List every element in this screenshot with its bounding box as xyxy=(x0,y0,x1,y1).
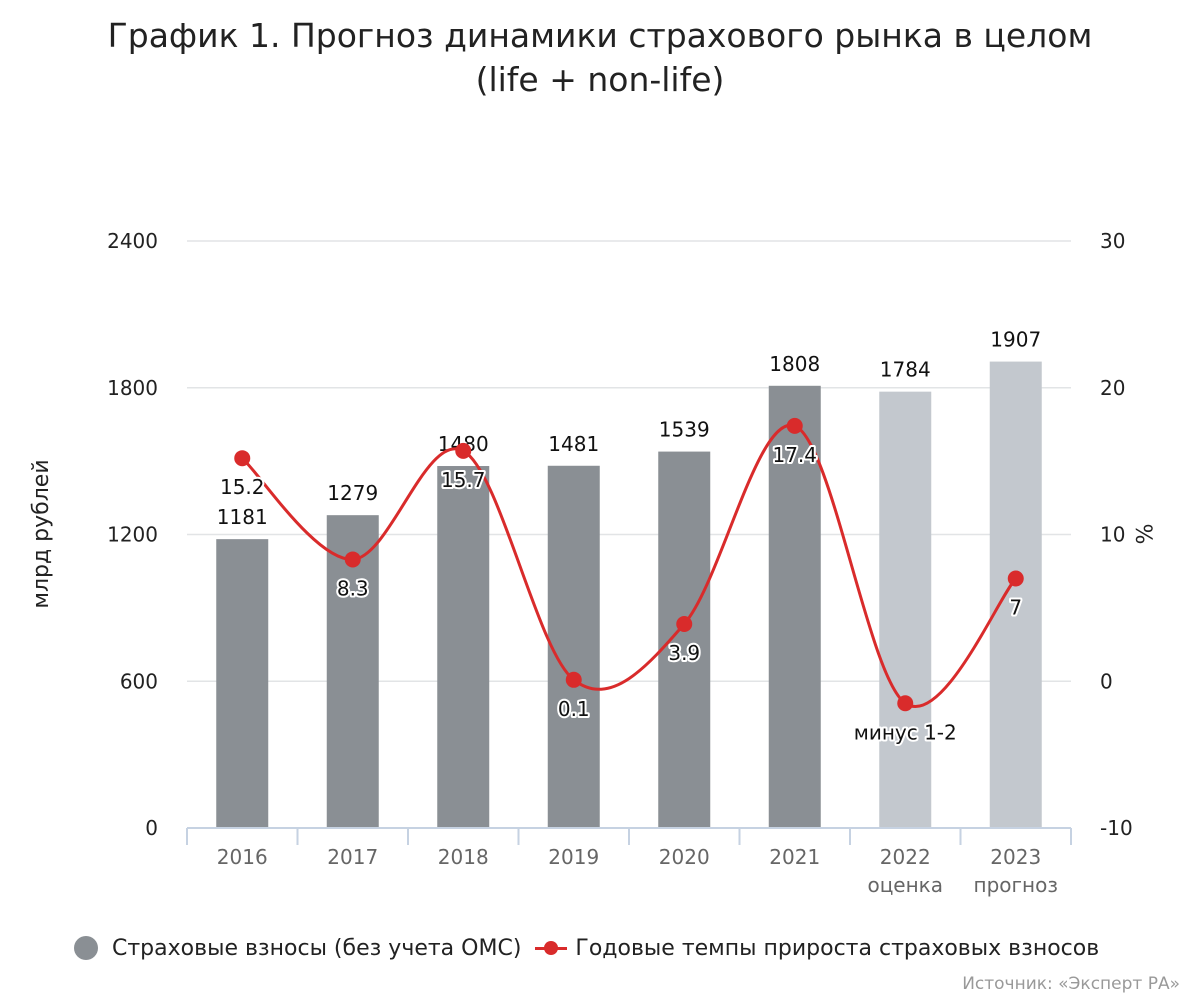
growth-point xyxy=(565,671,582,688)
bar-value-label: 1181 xyxy=(217,505,268,529)
growth-point xyxy=(344,551,361,568)
y-right-tick-label: 30 xyxy=(1100,229,1125,253)
bar-value-label: 1279 xyxy=(327,481,378,505)
growth-value-label: 3.9 xyxy=(668,641,700,665)
growth-point xyxy=(897,695,914,712)
bar-value-label: 1481 xyxy=(548,432,599,456)
growth-value-label: 15.7 xyxy=(441,468,486,492)
y-left-tick-label: 1800 xyxy=(107,376,158,400)
y-left-tick-label: 2400 xyxy=(107,229,158,253)
growth-point xyxy=(234,450,251,467)
bar xyxy=(216,539,269,828)
chart-canvas: 0 600 1200 1800 2400 -10 0 10 20 30 млрд рублей % 11… xyxy=(29,229,1155,897)
growth-point xyxy=(786,417,803,434)
growth-value-label: 0.1 xyxy=(558,697,590,721)
growth-point xyxy=(455,442,472,459)
growth-value-label: минус 1-2 xyxy=(854,720,957,744)
chart-title-line-1: График 1. Прогноз динамики страхового ры… xyxy=(107,16,1093,55)
bar xyxy=(768,385,821,828)
legend: Страховые взносы (без учета ОМС) Годовые… xyxy=(74,932,1099,964)
x-tick-label: 2017 xyxy=(327,845,378,869)
x-tick-label: 2018 xyxy=(438,845,489,869)
x-tick-label: 2019 xyxy=(548,845,599,869)
bar xyxy=(437,466,490,828)
x-tick-label: 2022 xyxy=(880,845,931,869)
y-right-tick-label: 10 xyxy=(1100,523,1125,547)
growth-value-label: 7 xyxy=(1009,596,1022,620)
growth-line xyxy=(241,423,1017,708)
y-left-axis-title: млрд рублей xyxy=(29,459,54,608)
y-left-tick-label: 0 xyxy=(145,816,158,840)
source-note: Источник: «Эксперт РА» xyxy=(962,974,1180,994)
growth-point xyxy=(1007,570,1024,587)
x-tick-sublabel: оценка xyxy=(867,873,943,897)
growth-value-label: 8.3 xyxy=(337,576,369,600)
growth-value-label: 15.2 xyxy=(220,475,265,499)
y-right-axis-title: % xyxy=(1130,524,1155,545)
y-left-tick-label: 600 xyxy=(120,669,158,693)
bar xyxy=(547,465,600,828)
y-right-tick-label: 0 xyxy=(1100,669,1113,693)
bar-value-label: 1907 xyxy=(990,328,1041,352)
growth-value-label: 17.4 xyxy=(772,443,817,467)
x-tick-label: 2020 xyxy=(659,845,710,869)
y-right-tick-label: -10 xyxy=(1100,816,1133,840)
chart-title-line-2: (life + non-life) xyxy=(475,60,725,99)
bar xyxy=(658,451,711,828)
bar xyxy=(879,391,932,828)
legend-line-label: Годовые темпы прироста страховых взносов xyxy=(575,935,1100,961)
chart-title: График 1. Прогноз динамики страхового ры… xyxy=(0,14,1200,102)
y-right-tick-label: 20 xyxy=(1100,376,1125,400)
bar-value-label: 1784 xyxy=(880,358,931,382)
y-left-tick-label: 1200 xyxy=(107,523,158,547)
bar-value-label: 1539 xyxy=(659,418,710,442)
bar-value-label: 1808 xyxy=(769,352,820,376)
legend-bar-swatch xyxy=(74,936,98,960)
legend-line-swatch xyxy=(535,936,568,960)
x-tick-label: 2016 xyxy=(217,845,268,869)
growth-point xyxy=(676,616,693,633)
x-tick-label: 2021 xyxy=(769,845,820,869)
legend-bar-label: Страховые взносы (без учета ОМС) xyxy=(112,935,522,961)
bar xyxy=(989,361,1042,828)
x-tick-label: 2023 xyxy=(990,845,1041,869)
x-tick-sublabel: прогноз xyxy=(974,873,1058,897)
